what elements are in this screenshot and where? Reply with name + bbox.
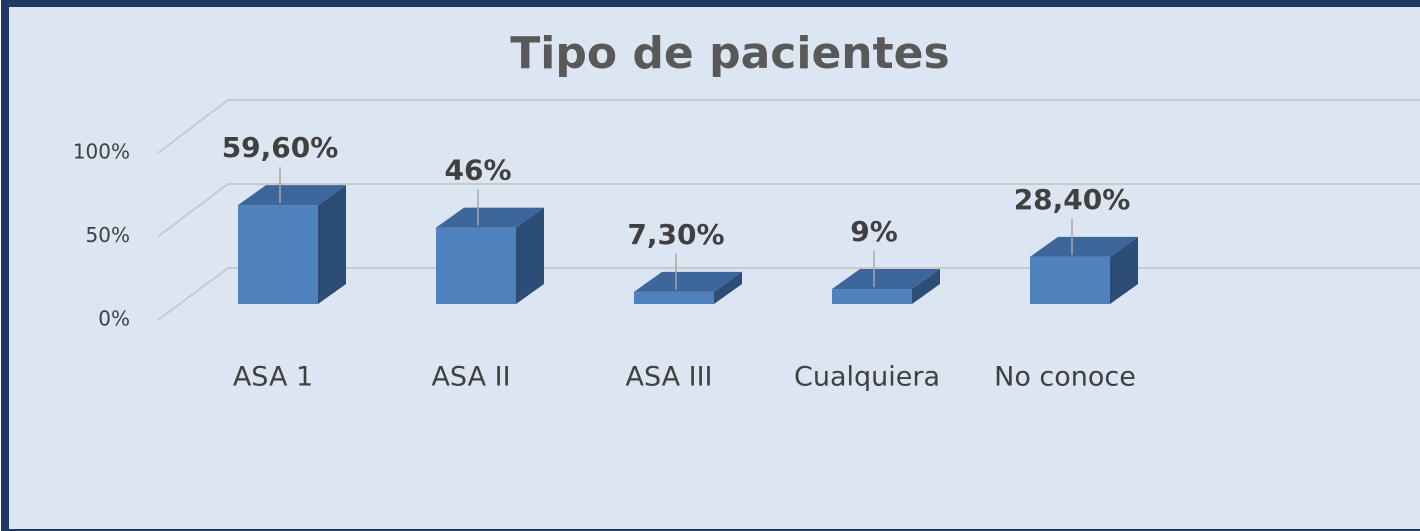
bar-top xyxy=(436,207,544,228)
bar-top xyxy=(634,271,742,292)
x-tick-label: Cualquiera xyxy=(794,362,940,393)
grid-line xyxy=(157,99,1420,154)
data-label: 59,60% xyxy=(222,131,339,164)
bar xyxy=(1030,256,1110,304)
bar xyxy=(832,289,912,304)
bar-side xyxy=(516,207,544,304)
bar-side xyxy=(912,269,940,304)
grid-line xyxy=(157,183,1420,238)
bar xyxy=(436,227,516,304)
data-label: 46% xyxy=(444,154,511,187)
x-tick-label: ASA II xyxy=(431,362,510,393)
bar-side xyxy=(714,271,742,304)
x-tick-label: ASA III xyxy=(625,362,712,393)
data-label: 7,30% xyxy=(627,218,724,251)
y-tick-label: 0% xyxy=(98,307,130,331)
grid-line xyxy=(157,267,1420,321)
bar-top xyxy=(1030,236,1138,257)
bar-top xyxy=(832,269,940,290)
y-tick-label: 100% xyxy=(73,140,130,164)
bar-side xyxy=(318,185,346,304)
bar-top xyxy=(238,185,346,206)
bar-side xyxy=(1110,236,1138,304)
bar xyxy=(238,205,318,304)
data-label: 9% xyxy=(850,215,898,248)
x-tick-label: No conoce xyxy=(994,362,1136,393)
bar xyxy=(634,291,714,304)
chart-title: Tipo de pacientes xyxy=(510,28,949,79)
data-label: 28,40% xyxy=(1014,183,1131,216)
y-tick-label: 50% xyxy=(86,223,130,247)
x-tick-label: ASA 1 xyxy=(233,362,313,393)
